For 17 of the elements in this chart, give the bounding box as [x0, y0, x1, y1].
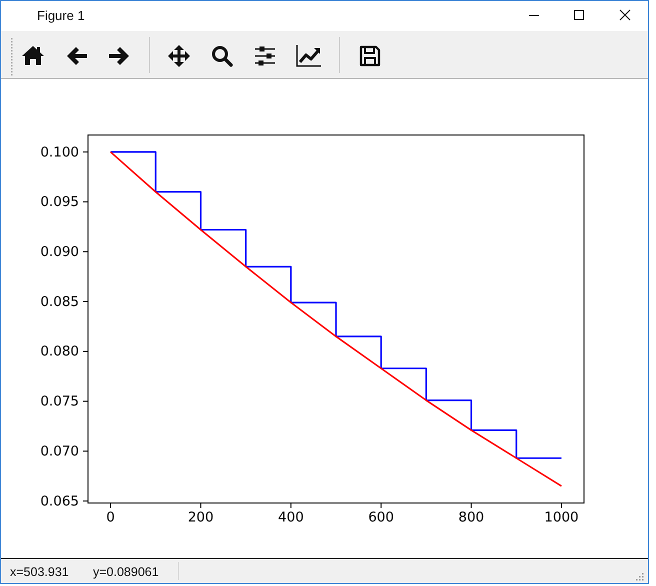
- x-tick-label: 1000: [544, 510, 579, 526]
- y-tick-label: 0.080: [40, 344, 79, 360]
- y-tick-label: 0.100: [40, 144, 79, 160]
- x-tick-label: 400: [278, 510, 304, 526]
- caption: Figure 1: [37, 8, 85, 23]
- x-tick-label: 800: [458, 510, 484, 526]
- x-tick-label: 0: [106, 510, 115, 526]
- y-tick-label: 0.085: [40, 294, 79, 310]
- y-tick-label: 0.070: [40, 443, 79, 460]
- x-tick-label: 200: [188, 510, 214, 526]
- y-tick-label: 0.095: [40, 194, 79, 210]
- y-tick-label: 0.065: [40, 493, 79, 510]
- text: x=503.931: [10, 565, 69, 579]
- y-tick-label: 0.075: [40, 394, 79, 410]
- x-tick-label: 600: [368, 510, 394, 526]
- y-tick-label: 0.090: [40, 244, 79, 260]
- text: y=0.089061: [93, 565, 159, 579]
